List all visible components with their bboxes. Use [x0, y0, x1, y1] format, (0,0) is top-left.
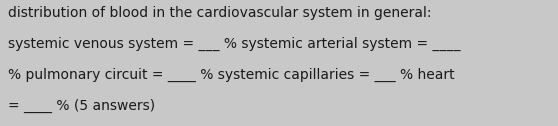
Text: systemic venous system = ___ % systemic arterial system = ____: systemic venous system = ___ % systemic …	[8, 37, 461, 51]
Text: distribution of blood in the cardiovascular system in general:: distribution of blood in the cardiovascu…	[8, 6, 432, 20]
Text: % pulmonary circuit = ____ % systemic capillaries = ___ % heart: % pulmonary circuit = ____ % systemic ca…	[8, 68, 455, 82]
Text: = ____ % (5 answers): = ____ % (5 answers)	[8, 99, 156, 113]
